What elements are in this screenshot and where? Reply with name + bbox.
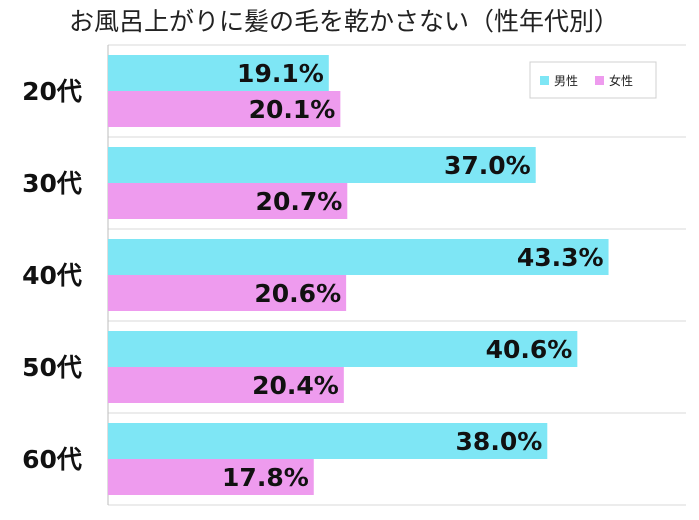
category-label: 60代 <box>22 445 82 474</box>
bar-female <box>108 367 344 403</box>
value-label: 43.3% <box>517 243 604 272</box>
value-label: 20.4% <box>252 371 339 400</box>
category-labels: 20代 30代 40代 50代 60代 <box>22 77 82 474</box>
category-label: 20代 <box>22 77 82 106</box>
value-label: 17.8% <box>222 463 309 492</box>
category-label: 50代 <box>22 353 82 382</box>
value-label: 40.6% <box>486 335 573 364</box>
bar-male <box>108 55 329 91</box>
legend: 男性 女性 <box>529 61 657 99</box>
bar-male <box>108 423 548 459</box>
chart-title: お風呂上がりに髪の毛を乾かさない（性年代別） <box>69 7 619 36</box>
bar-male <box>108 239 609 275</box>
bar-male <box>108 147 536 183</box>
legend-swatch-female <box>595 76 604 85</box>
bar-male <box>108 331 578 367</box>
legend-box <box>529 61 657 99</box>
bar-female <box>108 459 314 495</box>
category-label: 40代 <box>22 261 82 290</box>
value-label: 37.0% <box>444 151 531 180</box>
value-label: 38.0% <box>456 427 543 456</box>
bars <box>108 55 609 495</box>
value-label: 20.7% <box>256 187 343 216</box>
bar-female <box>108 183 348 219</box>
value-label: 19.1% <box>237 59 324 88</box>
value-labels: 19.1% 20.1% 37.0% 20.7% 43.3% 20.6% 40.6% 20.4%… <box>222 59 604 492</box>
value-label: 20.6% <box>254 279 341 308</box>
legend-label-male: 男性 <box>554 74 578 88</box>
legend-swatch-male <box>540 76 549 85</box>
category-label: 30代 <box>22 169 82 198</box>
bar-female <box>108 275 347 311</box>
bar-female <box>108 91 341 127</box>
value-label: 20.1% <box>249 95 336 124</box>
legend-label-female: 女性 <box>609 73 633 88</box>
